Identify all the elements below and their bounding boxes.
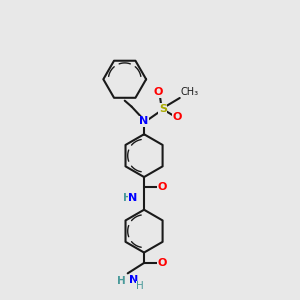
Text: N: N <box>129 275 138 285</box>
Text: CH₃: CH₃ <box>181 87 199 97</box>
Text: H: H <box>123 193 132 203</box>
Text: S: S <box>159 104 167 114</box>
Text: N: N <box>140 116 149 127</box>
Text: H: H <box>118 276 126 286</box>
Text: H: H <box>136 281 143 291</box>
Text: O: O <box>157 258 167 268</box>
Text: O: O <box>157 182 167 193</box>
Text: O: O <box>172 112 182 122</box>
Text: O: O <box>154 87 163 97</box>
Text: N: N <box>128 193 137 203</box>
